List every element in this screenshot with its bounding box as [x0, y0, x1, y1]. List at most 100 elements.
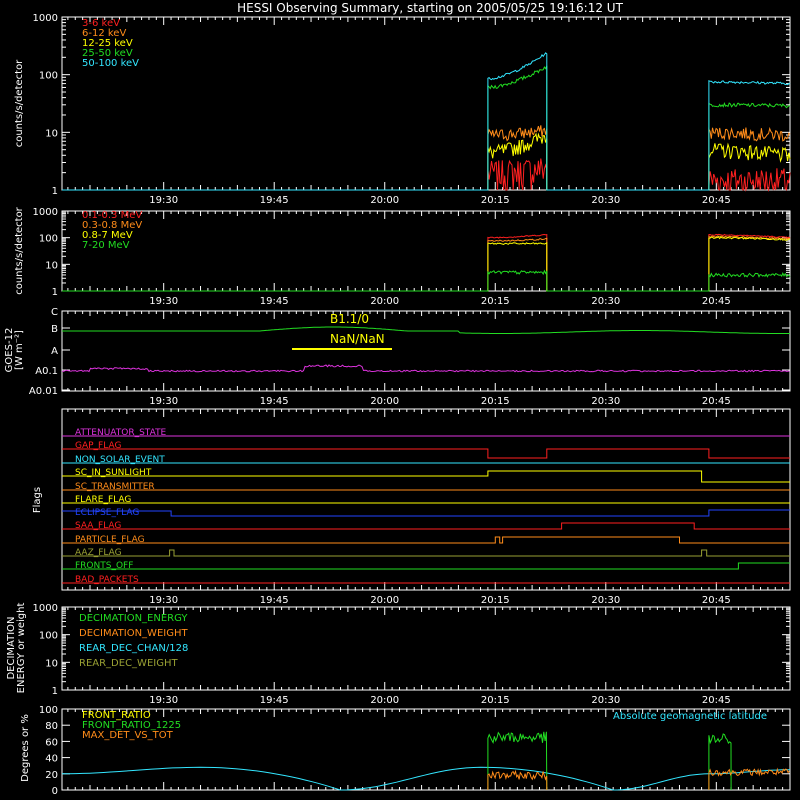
legend-entry: 0.3-0.8 MeV — [82, 220, 142, 231]
flag-label: ECLIPSE_FLAG — [75, 508, 139, 518]
y-axis-label: GOES-12 — [4, 328, 15, 373]
x-tick-label: 19:30 — [149, 396, 178, 407]
y-tick-label: 100 — [39, 705, 58, 716]
x-tick-label: 20:00 — [370, 396, 399, 407]
goes-annotation-class: B1.1/0 — [330, 312, 369, 326]
flag-line — [62, 562, 790, 570]
series-line — [62, 233, 791, 292]
flag-label: AAZ_FLAG — [75, 548, 122, 558]
y-tick-label: 10 — [45, 658, 58, 669]
plot-frame — [61, 210, 791, 292]
flag-line — [62, 549, 790, 557]
figure-title: HESSI Observing Summary, starting on 200… — [237, 1, 623, 15]
y-axis-label: counts/s/detector — [14, 59, 25, 147]
x-tick-label: 20:45 — [702, 695, 731, 706]
legend-entry: 12-25 keV — [82, 38, 133, 49]
goes-long-channel-line — [62, 326, 790, 334]
y-tick-label: 10 — [45, 128, 58, 139]
panel-hessi-high-energy: 1 10 100 1000 counts/s/detector 19:30 19:45 20:… — [14, 206, 791, 307]
legend-entry: 3-6 keV — [82, 18, 120, 29]
x-tick-label: 19:45 — [260, 595, 289, 606]
legend-entry: REAR_DEC_CHAN/128 — [79, 643, 188, 654]
plot-frame — [61, 16, 791, 191]
x-tick-label: 20:30 — [591, 695, 620, 706]
legend-entry: 50-100 keV — [82, 58, 139, 69]
x-tick-label: 20:15 — [481, 296, 510, 307]
flag-label: NON_SOLAR_EVENT — [75, 455, 165, 465]
flag-label: SAA_FLAG — [75, 521, 121, 531]
y-axis-label: DECIMATION — [6, 616, 17, 679]
x-tick-label: 19:45 — [260, 296, 289, 307]
flag-label: BAD_PACKETS — [75, 575, 139, 585]
max-det-vs-tot-line — [487, 769, 548, 791]
panel-hessi-count-rates: 1 10 100 1000 counts/s/detector 19:30 19:45 20:… — [14, 13, 791, 206]
y-tick-label: 20 — [45, 770, 58, 781]
y-tick-label: 80 — [45, 721, 58, 732]
y-tick-label: 60 — [45, 737, 58, 748]
x-tick-label: 20:30 — [591, 595, 620, 606]
flag-label: FLARE_FLAG — [75, 495, 131, 505]
y-tick-label: C — [51, 307, 58, 318]
series-line — [62, 235, 791, 292]
y-tick-label: 100 — [39, 631, 58, 642]
legend-entry: 6-12 keV — [82, 28, 126, 39]
y-tick-label: 1 — [52, 186, 58, 197]
geomagnetic-latitude-line — [62, 766, 790, 791]
y-tick-label: A — [51, 346, 58, 357]
y-tick-label: 1000 — [33, 13, 58, 24]
y-tick-label: A0.1 — [35, 366, 58, 377]
y-axis-label: Degrees or % — [20, 714, 31, 782]
x-tick-label: 20:00 — [370, 195, 399, 206]
y-axis-label-2: [W m⁻²] — [14, 330, 25, 370]
goes-annotation-nan: NaN/NaN — [330, 332, 385, 346]
plot-frame — [61, 606, 791, 691]
series-line — [62, 236, 791, 292]
front-ratio-1225-line — [487, 731, 548, 791]
y-tick-label: 10 — [45, 260, 58, 271]
flag-label: SC_TRANSMITTER — [75, 482, 155, 492]
legend-entry: 7-20 MeV — [82, 240, 130, 251]
series-line — [62, 269, 791, 292]
y-tick-label: 1 — [52, 686, 58, 697]
x-tick-label: 20:45 — [702, 396, 731, 407]
legend-entry: 0.1-0.3 MeV — [82, 210, 142, 221]
y-tick-label: 1 — [52, 287, 58, 298]
flag-line — [62, 522, 790, 530]
flag-label: FRONTS_OFF — [75, 561, 133, 571]
flag-line — [62, 509, 790, 517]
x-tick-label: 20:15 — [481, 595, 510, 606]
flag-line — [62, 470, 790, 483]
legend-entry: DECIMATION_WEIGHT — [79, 628, 188, 639]
x-tick-label: 19:30 — [149, 695, 178, 706]
flag-label: SC_IN_SUNLIGHT — [75, 468, 152, 478]
x-tick-label: 20:45 — [702, 296, 731, 307]
y-axis-label: counts/s/detector — [14, 206, 25, 294]
plot-frame — [61, 708, 791, 791]
y-axis-label-2: ENERGY or weight — [16, 603, 27, 694]
x-tick-label: 20:30 — [591, 296, 620, 307]
panel-decimation: 1 10 100 1000 DECIMATION ENERGY or weight 19:3… — [6, 603, 791, 706]
x-tick-label: 19:45 — [260, 195, 289, 206]
y-tick-label: 1000 — [33, 207, 58, 218]
series-line — [62, 125, 791, 191]
legend-entry: 25-50 keV — [82, 48, 133, 59]
geomagnetic-latitude-label: Absolute geomagnetic latitude — [613, 711, 767, 722]
panel-ratios: 0 20 40 60 80 100 Degrees or % FRONT_RATIOFRONT… — [20, 705, 791, 797]
panel-flags: Flags 19:30 19:45 20:00 20:15 20:30 20:45 ATTEN… — [32, 408, 791, 606]
flag-label: ATTENUATOR_STATE — [75, 428, 167, 438]
series-line — [62, 65, 791, 191]
legend-entry: MAX_DET_VS_TOT — [82, 730, 174, 741]
x-tick-label: 20:15 — [481, 396, 510, 407]
x-tick-label: 20:30 — [591, 396, 620, 407]
legend-entry: FRONT_RATIO_1225 — [82, 720, 181, 731]
y-tick-label: 100 — [39, 234, 58, 245]
legend-entry: FRONT_RATIO — [82, 710, 151, 721]
y-tick-label: 40 — [45, 754, 58, 765]
x-tick-label: 20:45 — [702, 595, 731, 606]
legend-entry: DECIMATION_ENERGY — [79, 613, 188, 624]
x-tick-label: 20:00 — [370, 695, 399, 706]
y-tick-label: 0 — [52, 786, 58, 797]
x-tick-label: 20:00 — [370, 595, 399, 606]
plot-frame — [61, 408, 791, 591]
